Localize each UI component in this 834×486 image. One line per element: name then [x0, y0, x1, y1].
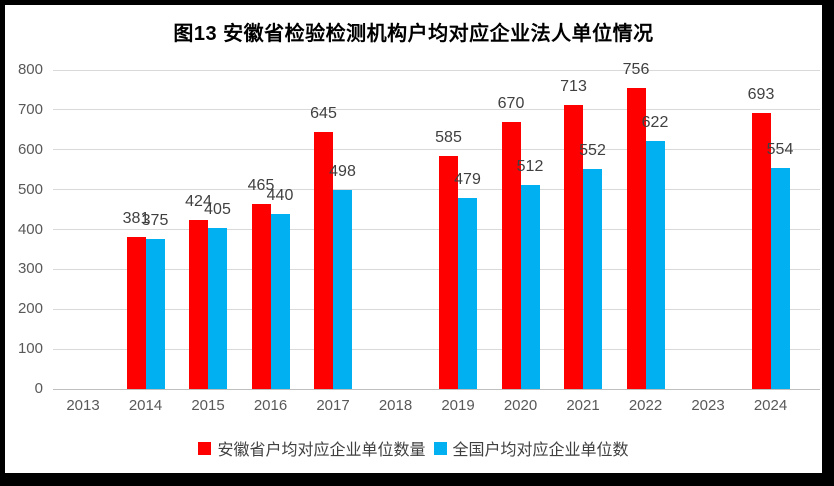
gridline	[53, 69, 820, 71]
bar	[208, 227, 227, 389]
bar-value-label: 554	[766, 141, 794, 159]
legend-item: 全国户均对应企业单位数	[433, 436, 629, 460]
gridline	[53, 268, 820, 270]
bar-value-label: 498	[329, 163, 356, 181]
legend-label: 全国户均对应企业单位数	[452, 442, 629, 459]
y-tick-label: 200	[17, 300, 43, 318]
legend-swatch	[433, 441, 447, 455]
bar	[145, 239, 165, 389]
bar-value-label: 405	[204, 200, 231, 218]
bar-value-label: 585	[435, 128, 462, 146]
bar-value-label: 375	[141, 212, 169, 230]
legend-item: 安徽省户均对应企业单位数量	[198, 436, 426, 460]
bar	[645, 140, 665, 389]
bar	[314, 131, 333, 389]
gridline	[53, 149, 820, 151]
gridline	[53, 348, 820, 350]
gridline	[53, 189, 820, 191]
y-tick-label: 600	[17, 140, 43, 158]
x-tick-label: 2018	[378, 397, 413, 414]
bar-chart: 图13 安徽省检验检测机构户均对应企业法人单位情况 0 100 200 300 400 5…	[5, 5, 822, 473]
y-tick-label: 800	[17, 61, 43, 78]
x-tick-label: 2023	[691, 397, 725, 414]
bar	[583, 168, 602, 389]
bar	[751, 112, 771, 389]
bar-value-label: 479	[454, 171, 481, 188]
x-tick-label: 2019	[441, 397, 475, 414]
bar	[270, 213, 290, 389]
gridline	[53, 109, 820, 111]
bar-value-label: 381	[122, 210, 150, 228]
bar	[251, 203, 271, 389]
legend: 安徽省户均对应企业单位数量 全国户均对应企业单位数	[5, 436, 822, 460]
bar-value-label: 552	[579, 141, 606, 159]
y-tick-label: 400	[17, 220, 43, 238]
y-tick-label: 100	[17, 340, 43, 358]
bar-value-label: 512	[516, 157, 544, 175]
y-tick-label: 700	[17, 100, 43, 118]
bar	[189, 219, 208, 389]
chart-title: 图13 安徽省检验检测机构户均对应企业法人单位情况	[173, 23, 654, 45]
x-tick-label: 2017	[316, 397, 350, 414]
bar-value-label: 465	[247, 176, 275, 194]
y-tick-label: 500	[17, 180, 43, 198]
bar-value-label: 756	[622, 60, 650, 78]
bar-value-label: 440	[266, 186, 294, 204]
x-tick-label: 2015	[191, 397, 225, 414]
y-tick-label: 0	[34, 380, 43, 397]
bar-value-label: 713	[560, 77, 587, 95]
bar	[626, 87, 646, 389]
x-tick-label: 2024	[753, 397, 788, 414]
legend-label: 安徽省户均对应企业单位数量	[217, 442, 426, 459]
x-axis-line	[53, 388, 820, 390]
x-tick-label: 2016	[253, 397, 288, 414]
legend-swatch	[198, 441, 212, 455]
gridline	[53, 308, 820, 310]
x-tick-label: 2013	[66, 397, 100, 414]
x-tick-label: 2021	[566, 397, 600, 414]
bar	[520, 184, 540, 389]
x-tick-label: 2022	[628, 397, 663, 414]
bar	[458, 197, 477, 389]
bar	[501, 121, 521, 389]
bar	[439, 155, 458, 389]
bar	[333, 190, 352, 389]
gridline	[53, 229, 820, 230]
bar	[126, 237, 146, 389]
bar	[770, 168, 790, 389]
bar-value-label: 693	[747, 85, 775, 103]
x-tick-label: 2020	[503, 397, 538, 414]
bar-value-label: 424	[185, 192, 212, 210]
bar	[564, 104, 583, 389]
bar-value-label: 622	[641, 113, 669, 131]
x-tick-label: 2014	[128, 397, 163, 414]
bar-value-label: 645	[310, 104, 337, 122]
bar-value-label: 670	[497, 94, 525, 112]
y-tick-label: 300	[17, 260, 43, 278]
